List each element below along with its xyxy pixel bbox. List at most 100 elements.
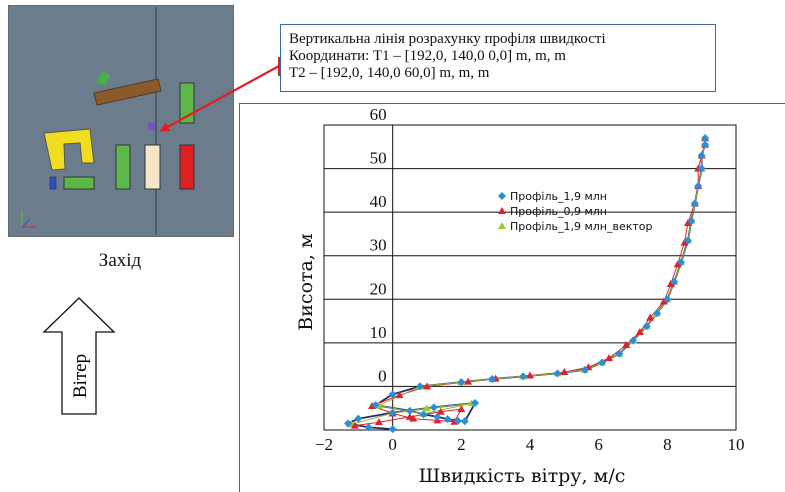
legend-label: Профіль_0,9 млн (510, 205, 607, 218)
data-point (388, 408, 397, 417)
callout-box: Вертикальна лінія розрахунку профіля шви… (280, 24, 716, 92)
beige-building (144, 144, 161, 190)
data-point (673, 260, 682, 268)
data-point (429, 403, 438, 412)
data-point (615, 349, 624, 358)
legend-marker (498, 207, 506, 214)
x-tick-label: 8 (663, 435, 672, 454)
x-tick-label: 6 (594, 435, 603, 454)
view-caption: Захід (98, 250, 142, 271)
data-point (690, 199, 699, 208)
data-point (457, 405, 466, 413)
wind-label: Вітер (70, 354, 91, 398)
data-point (423, 382, 431, 390)
y-tick-label: 0 (378, 366, 387, 385)
data-point (354, 414, 363, 423)
data-point (388, 425, 397, 434)
x-axis-label: Швидкість вітру, м/с (419, 465, 626, 487)
green-building-left (115, 144, 131, 190)
data-point (646, 313, 655, 321)
series-line (351, 138, 706, 425)
data-point (457, 378, 466, 387)
scene-view (8, 5, 234, 237)
data-point (436, 407, 445, 415)
wind-arrow-icon: Вітер (42, 297, 116, 415)
data-point (629, 336, 637, 345)
data-point (697, 164, 706, 173)
y-tick-label: 30 (370, 236, 387, 255)
data-point (419, 410, 428, 419)
chart: −2 0 2 4 6 8 10 0 10 20 30 40 50 60 Профіль_1,9 млн Пр… (295, 105, 745, 487)
legend-marker (498, 222, 506, 229)
x-tick-label: −2 (315, 435, 333, 454)
x-tick-label: 2 (457, 435, 466, 454)
callout-line-2: Координати: T1 – [192,0, 140,0 0,0] m, m… (289, 48, 566, 64)
data-point (519, 372, 528, 381)
data-point (350, 421, 359, 429)
data-point (453, 416, 462, 425)
green-small-building (63, 176, 95, 190)
y-tick-label: 20 (370, 279, 387, 298)
data-point (697, 151, 706, 160)
data-point (683, 236, 692, 245)
data-point (659, 297, 668, 305)
y-tick-label: 60 (370, 105, 387, 124)
data-point (580, 365, 589, 374)
yellow-building (43, 128, 95, 171)
red-building (179, 144, 195, 190)
data-point (687, 216, 696, 225)
series-line (345, 138, 706, 430)
callout-line-3: T2 – [192,0, 140,0 60,0] m, m, m (289, 65, 490, 81)
data-point (663, 295, 672, 304)
data-point (701, 134, 710, 143)
data-point (443, 415, 452, 424)
data-point (642, 322, 651, 331)
legend-label: Профіль_1,9 млн_вектор (510, 220, 653, 233)
data-point (635, 327, 644, 335)
purple-marker (148, 123, 155, 130)
data-point (622, 341, 631, 349)
callout-line-1: Вертикальна лінія розрахунку профіля шви… (289, 31, 606, 47)
data-point (405, 406, 414, 415)
data-point (683, 219, 692, 227)
legend-marker (498, 192, 506, 200)
blue-small-building (49, 176, 57, 190)
y-tick-label: 10 (370, 323, 387, 342)
series-line (354, 138, 706, 427)
data-point (433, 412, 442, 421)
y-axis-label: Висота, м (295, 233, 317, 331)
green-building-tall (179, 82, 195, 124)
data-point (344, 419, 353, 428)
data-point (694, 182, 703, 190)
data-point (374, 418, 383, 426)
data-point (553, 369, 562, 378)
y-tick-label: 50 (370, 149, 387, 168)
legend-label: Профіль_1,9 млн (510, 190, 607, 203)
data-point (666, 280, 675, 288)
y-tick-label: 40 (370, 192, 387, 211)
data-point (670, 277, 679, 286)
data-point (677, 258, 686, 267)
tree-building (93, 71, 162, 106)
data-point (488, 375, 497, 384)
data-point (364, 423, 373, 432)
data-point (395, 391, 404, 399)
data-point (598, 358, 607, 367)
data-point (471, 398, 480, 407)
data-point (460, 417, 469, 426)
chart-frame (239, 103, 785, 492)
data-point (416, 382, 425, 391)
data-point (423, 404, 431, 412)
scene-background (8, 5, 234, 237)
data-point (464, 377, 473, 385)
x-tick-label: 0 (388, 435, 397, 454)
axes-triad-icon (21, 211, 36, 228)
data-point (680, 238, 689, 246)
data-point (526, 371, 534, 379)
data-point (701, 140, 710, 149)
data-point (560, 368, 569, 376)
data-point (388, 390, 397, 399)
data-point (653, 309, 662, 318)
data-point (371, 401, 380, 410)
data-point (604, 354, 613, 362)
